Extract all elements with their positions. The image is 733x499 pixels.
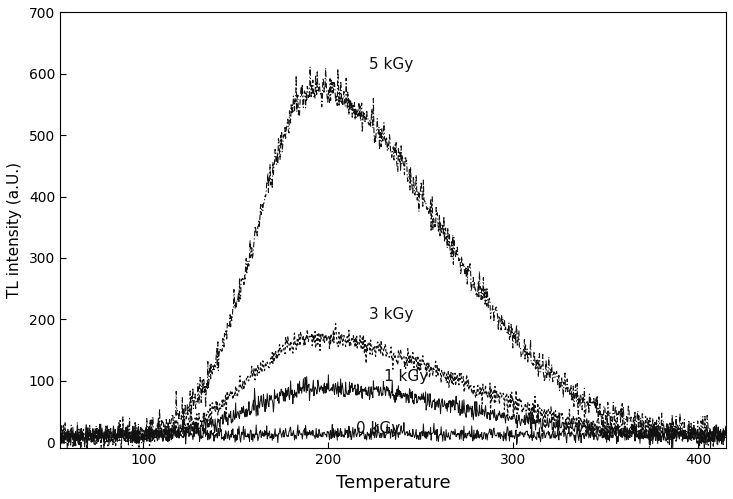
Text: 5 kGy: 5 kGy: [369, 57, 413, 72]
Text: 1 kGy: 1 kGy: [384, 369, 428, 384]
X-axis label: Temperature: Temperature: [336, 474, 450, 492]
Text: 0 kGy: 0 kGy: [356, 421, 400, 436]
Y-axis label: TL intensity (a.U.): TL intensity (a.U.): [7, 162, 22, 298]
Text: 3 kGy: 3 kGy: [369, 307, 413, 322]
